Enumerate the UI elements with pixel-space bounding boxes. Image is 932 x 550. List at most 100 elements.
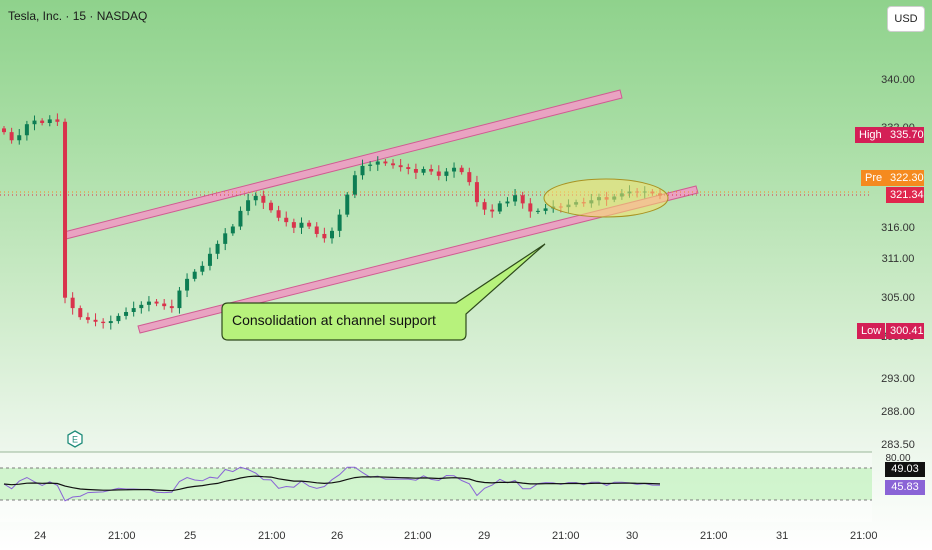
candle-body <box>238 210 243 227</box>
candle-body <box>207 253 212 266</box>
low-value-tag: 300.41 <box>886 323 924 339</box>
candle-body <box>146 301 151 305</box>
candle-body <box>429 169 434 172</box>
candle-body <box>391 163 396 166</box>
candle-body <box>314 226 319 234</box>
candle-body <box>246 200 251 211</box>
time-axis-tick: 21:00 <box>700 530 728 542</box>
time-axis-tick: 25 <box>184 530 197 542</box>
candle-body <box>55 119 60 122</box>
time-axis-tick: 30 <box>626 530 639 542</box>
channel-upper-line <box>63 89 623 240</box>
callout-text: Consolidation at channel support <box>232 312 436 328</box>
candle-body <box>131 308 136 312</box>
rsi-ma-line <box>3 475 661 492</box>
candle-body <box>63 121 68 298</box>
time-axis-tick: 24 <box>34 530 47 542</box>
candle-body <box>352 175 357 195</box>
candle-body <box>345 194 350 215</box>
candle-body <box>436 171 441 176</box>
candle-body <box>322 233 327 239</box>
callout-bubble <box>221 243 546 341</box>
candle-body <box>32 120 37 125</box>
pre-label-tag: Pre <box>861 170 887 186</box>
candle-body <box>284 217 289 223</box>
candle-body <box>474 182 479 203</box>
candle-body <box>230 226 235 234</box>
time-axis-tick: 21:00 <box>850 530 878 542</box>
candle-body <box>101 321 106 324</box>
candle-body <box>291 222 296 228</box>
candle-body <box>276 210 281 218</box>
candle-body <box>421 169 426 173</box>
candle-body <box>268 202 273 211</box>
candle-body <box>299 222 304 228</box>
price-axis-tick: 293.00 <box>881 373 915 385</box>
time-axis-tick: 21:00 <box>552 530 580 542</box>
candle-body <box>24 124 29 136</box>
price-axis-tick: 305.00 <box>881 292 915 304</box>
candle-body <box>162 303 167 307</box>
candle-body <box>330 230 334 239</box>
low-label-tag: Low <box>857 323 886 339</box>
consolidation-ellipse <box>543 178 669 218</box>
candle-body <box>375 161 380 165</box>
candle-body <box>139 304 144 309</box>
high-value-tag: 335.70 <box>886 127 924 143</box>
time-axis-tick: 29 <box>478 530 491 542</box>
candle-body <box>467 172 472 183</box>
candle-body <box>452 167 457 172</box>
candle-body <box>200 265 205 272</box>
price-axis-tick: 340.00 <box>881 74 915 86</box>
last-price-tag: 321.34 <box>886 187 924 203</box>
high-label-tag: High <box>855 127 886 143</box>
candle-body <box>169 306 174 309</box>
candle-body <box>85 317 90 320</box>
price-axis-tick: 283.50 <box>881 439 915 451</box>
candle-body <box>459 167 464 173</box>
pre-value-tag: 322.30 <box>886 170 924 186</box>
candle-body <box>124 312 129 316</box>
candle-body <box>2 128 6 133</box>
candle-body <box>93 319 98 322</box>
price-axis-tick: 316.00 <box>881 222 915 234</box>
candle-body <box>505 201 510 204</box>
time-axis-tick: 21:00 <box>404 530 432 542</box>
rsi-lines <box>3 466 661 502</box>
time-axis-tick: 31 <box>776 530 789 542</box>
candle-body <box>9 132 14 141</box>
candle-body <box>337 214 342 231</box>
candle-body <box>177 290 182 309</box>
candle-body <box>520 195 525 204</box>
candle-body <box>413 169 418 173</box>
candle-body <box>108 321 113 324</box>
candle-body <box>482 202 487 210</box>
currency-button[interactable]: USD <box>887 6 925 32</box>
candle-body <box>40 120 45 123</box>
candle-body <box>192 271 197 279</box>
candle-body <box>360 165 365 176</box>
rsi-band <box>0 468 872 500</box>
candle-body <box>215 243 220 254</box>
candle-body <box>307 222 312 227</box>
candle-body <box>253 195 258 201</box>
candle-body <box>185 278 190 291</box>
channel-lower-line <box>137 185 699 334</box>
price-axis-tick: 288.00 <box>881 406 915 418</box>
candle-body <box>383 161 388 164</box>
rsi-ma-tag: 45.83 <box>885 480 925 495</box>
candle-body <box>70 297 75 309</box>
earnings-icon[interactable]: E <box>67 430 83 448</box>
candle-body <box>261 195 266 203</box>
candle-body <box>497 203 502 212</box>
time-axis-tick: 21:00 <box>108 530 136 542</box>
candle-body <box>444 171 449 176</box>
candle-body <box>535 210 540 212</box>
candle-body <box>17 135 22 141</box>
time-axis-tick: 26 <box>331 530 344 542</box>
candle-body <box>154 301 159 304</box>
earnings-label: E <box>72 435 78 445</box>
candle-body <box>528 203 533 212</box>
